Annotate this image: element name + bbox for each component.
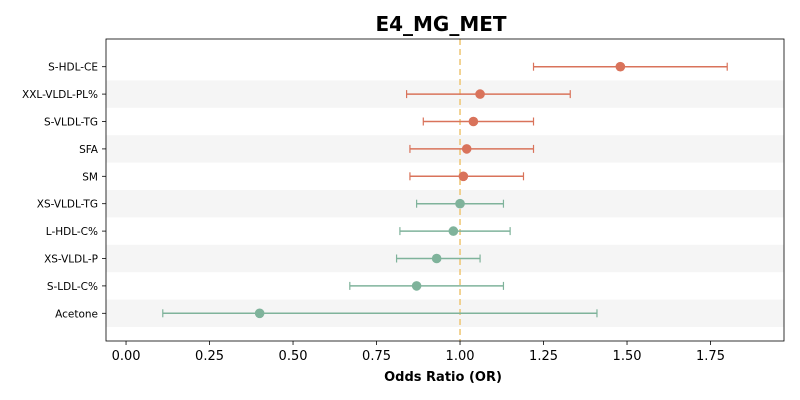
y-tick-label: XXL-VLDL-PL% [22, 89, 98, 101]
x-axis-label: Odds Ratio (OR) [384, 370, 502, 385]
y-tick-label: SFA [79, 144, 99, 156]
x-tick-label: 1.00 [446, 349, 475, 364]
or-point [455, 198, 465, 209]
chart-title: E4_MG_MET [375, 12, 506, 36]
y-tick-label: XS-VLDL-P [44, 254, 98, 266]
y-axis-labels: S-HDL-CE XXL-VLDL-PL% S-VLDL-TG SFA SM XS-VLD… [22, 62, 106, 320]
or-point [468, 116, 479, 127]
x-tick-label: 0.75 [362, 349, 391, 364]
y-tick-label: Acetone [55, 308, 98, 320]
or-point [411, 281, 422, 291]
y-tick-label: XS-VLDL-TG [37, 199, 98, 211]
or-point [431, 253, 442, 264]
x-tick-label: 1.25 [529, 349, 558, 364]
or-point [461, 144, 472, 154]
x-axis-ticks: 0.00 0.25 0.50 0.75 1.00 1.25 1.50 1.75 [112, 341, 725, 364]
x-tick-label: 0.50 [279, 349, 308, 364]
x-tick-label: 1.50 [613, 349, 642, 364]
y-tick-label: L-HDL-C% [46, 226, 98, 238]
marks-group [162, 61, 728, 319]
or-point [448, 226, 459, 236]
or-point [254, 308, 265, 319]
x-tick-label: 0.00 [112, 349, 141, 364]
x-tick-label: 0.25 [195, 349, 224, 364]
y-tick-label: S-HDL-CE [48, 62, 98, 74]
y-tick-label: SM [82, 171, 98, 183]
plot-frame [105, 38, 785, 342]
or-point [475, 89, 485, 99]
x-tick-label: 1.75 [696, 349, 725, 364]
or-point [615, 61, 626, 72]
y-tick-label: S-VLDL-TG [44, 117, 98, 129]
or-point [458, 171, 469, 182]
y-tick-label: S-LDL-C% [47, 281, 98, 293]
